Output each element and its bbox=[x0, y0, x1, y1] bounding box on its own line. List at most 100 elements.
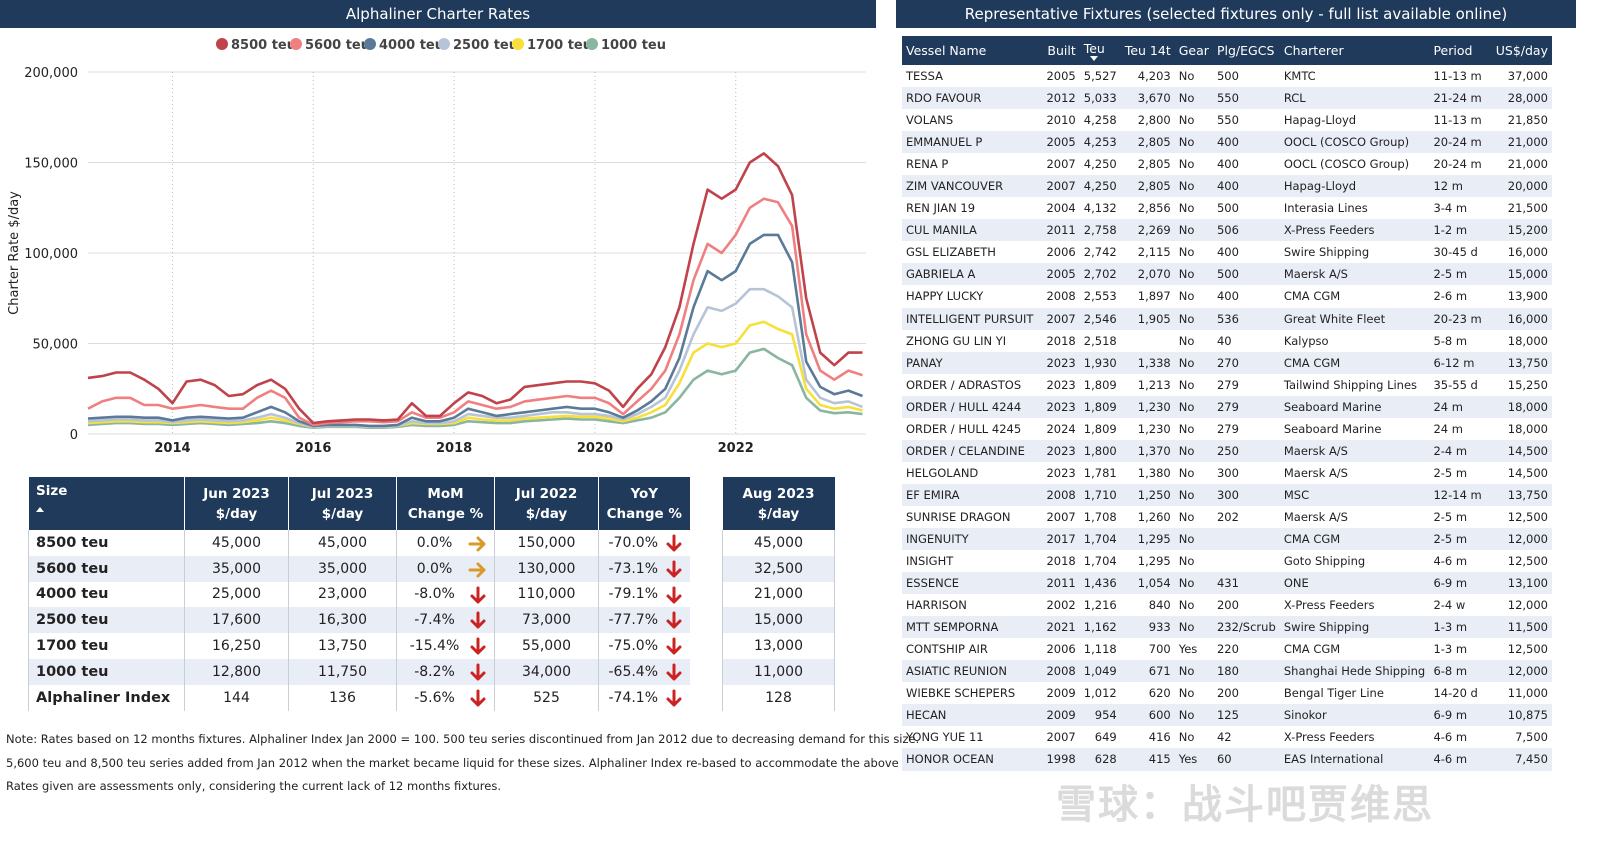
fixture-cell-us-day: 12,000 bbox=[1507, 598, 1548, 613]
arrow-down-icon bbox=[666, 637, 681, 655]
fixture-cell-teu: 2,518 bbox=[1083, 333, 1117, 348]
fixture-cell-period: 35-55 d bbox=[1433, 377, 1478, 392]
fixture-cell-plg-egcs: 125 bbox=[1212, 704, 1280, 727]
fixture-cell-us-day: 12,000 bbox=[1491, 527, 1552, 551]
fixture-cell-teu-14t: 416 bbox=[1148, 730, 1171, 745]
fixture-cell-gear: No bbox=[1178, 69, 1195, 84]
fixture-cell-period: 14-20 d bbox=[1433, 686, 1478, 701]
change-value: -65.4% bbox=[608, 663, 659, 680]
fixture-cell-plg-egcs: 180 bbox=[1212, 660, 1280, 683]
fixture-cell-us-day: 13,750 bbox=[1491, 351, 1552, 374]
change-value: -7.4% bbox=[414, 612, 455, 629]
size-cell: 5600 teu bbox=[28, 555, 185, 582]
rates-table: Size Jun 2023 $/day Jul 2023 $/day MoM Chan… bbox=[28, 477, 690, 711]
fixture-header-charterer[interactable]: Charterer bbox=[1279, 36, 1430, 65]
fixture-cell-us-day: 21,850 bbox=[1507, 113, 1548, 128]
aug-row: 15,000 bbox=[722, 607, 835, 634]
fixture-cell-charterer: Swire Shipping bbox=[1279, 616, 1430, 639]
fixture-cell-charterer: Maersk A/S bbox=[1279, 263, 1430, 286]
fixture-header-teu-14t[interactable]: Teu 14t bbox=[1120, 36, 1175, 65]
fixture-cell-vessel-name: HARRISON bbox=[906, 598, 967, 613]
change-value: -15.4% bbox=[409, 638, 460, 655]
size-cell: 1700 teu bbox=[28, 633, 185, 659]
series-line-8500-teu bbox=[87, 152, 863, 425]
fixture-cell-vessel-name: MTT SEMPORNA bbox=[902, 616, 1038, 639]
fixture-row: SUNRISE DRAGON 2007 1,708 1,260 No 202 Maersk … bbox=[902, 506, 1552, 528]
size-header[interactable]: Size bbox=[28, 477, 185, 530]
arrow-right-icon bbox=[468, 536, 486, 552]
rates-row: 8500 teu 45,000 45,000 0.0% 150,000 -70.0% bbox=[28, 530, 690, 556]
fixture-cell-teu: 2,702 bbox=[1079, 263, 1121, 286]
fixture-cell-us-day: 16,000 bbox=[1491, 307, 1552, 330]
fixture-cell-plg-egcs: 550 bbox=[1216, 113, 1239, 128]
fixture-cell-gear: No bbox=[1174, 616, 1213, 639]
fixture-header-gear[interactable]: Gear bbox=[1174, 36, 1213, 65]
fixture-cell-teu-14t: 600 bbox=[1120, 704, 1175, 727]
aug-row: 45,000 bbox=[722, 530, 835, 556]
fixture-cell-charterer: CMA CGM bbox=[1283, 289, 1341, 304]
fixture-cell-us-day: 14,500 bbox=[1491, 439, 1552, 462]
fixture-cell-gear: No bbox=[1178, 686, 1195, 701]
fixture-cell-period: 1-3 m bbox=[1433, 642, 1468, 657]
fixture-cell-plg-egcs: 400 bbox=[1212, 131, 1280, 154]
fixture-cell-period: 12-14 m bbox=[1429, 483, 1492, 506]
jun-cell: 12,800 bbox=[184, 658, 289, 685]
fixture-cell-teu: 4,132 bbox=[1083, 201, 1117, 216]
fixture-row: INGENUITY 2017 1,704 1,295 No CMA CGM 2-5 m 12,… bbox=[902, 527, 1552, 551]
fixture-cell-vessel-name: HONOR OCEAN bbox=[902, 748, 1038, 771]
fixture-cell-vessel-name: ZIM VANCOUVER bbox=[902, 175, 1038, 198]
fixture-header-us-day[interactable]: US$/day bbox=[1491, 36, 1552, 65]
fixture-cell-us-day: 11,000 bbox=[1507, 686, 1548, 701]
fixture-cell-charterer: X-Press Feeders bbox=[1279, 219, 1430, 242]
fixture-cell-teu-14t: 3,670 bbox=[1120, 87, 1175, 110]
fixture-header-built[interactable]: Built bbox=[1037, 36, 1080, 65]
fixture-cell-gear: No bbox=[1174, 527, 1213, 551]
jul22-cell: 130,000 bbox=[494, 555, 599, 582]
fixture-cell-vessel-name: ORDER / HULL 4245 bbox=[906, 421, 1022, 436]
fixture-cell-charterer: Interasia Lines bbox=[1283, 201, 1368, 216]
rates-row: 1000 teu 12,800 11,750 -8.2% 34,000 -65.4% bbox=[28, 658, 690, 685]
fixture-cell-plg-egcs: 400 bbox=[1216, 289, 1239, 304]
fixture-row: WIEBKE SCHEPERS 2009 1,012 620 No 200 Bengal T… bbox=[902, 682, 1552, 704]
fixture-cell-built: 2004 bbox=[1046, 201, 1076, 216]
fixture-cell-teu-14t: 840 bbox=[1148, 598, 1171, 613]
fixture-cell-teu-14t: 1,054 bbox=[1120, 572, 1175, 595]
fixture-cell-teu-14t: 2,269 bbox=[1120, 219, 1175, 242]
fixture-cell-teu: 1,216 bbox=[1083, 598, 1117, 613]
arrow-down-icon bbox=[666, 689, 681, 707]
change-value: -79.1% bbox=[608, 586, 659, 603]
fixture-cell-built: 2008 bbox=[1037, 660, 1080, 683]
fixture-cell-plg-egcs: 550 bbox=[1212, 87, 1280, 110]
fixture-cell-charterer: RCL bbox=[1279, 87, 1430, 110]
fixture-cell-charterer: Tailwind Shipping Lines bbox=[1283, 377, 1418, 392]
rates-row: 1700 teu 16,250 13,750 -15.4% 55,000 -75.0% bbox=[28, 633, 690, 659]
fixture-cell-period: 20-24 m bbox=[1433, 157, 1482, 172]
fixture-row: RENA P 2007 4,250 2,805 No 400 OOCL (COSCO Gro… bbox=[902, 153, 1552, 175]
arrow-down-icon bbox=[666, 586, 681, 604]
fixture-cell-built: 2009 bbox=[1046, 686, 1076, 701]
fixture-cell-charterer: CMA CGM bbox=[1279, 351, 1430, 374]
fixture-header-plg-egcs[interactable]: Plg/EGCS bbox=[1212, 36, 1280, 65]
fixture-header-teu[interactable]: Teu bbox=[1079, 36, 1121, 65]
fixture-cell-us-day: 11,500 bbox=[1491, 616, 1552, 639]
fixture-cell-built: 2023 bbox=[1037, 395, 1080, 418]
fixture-cell-plg-egcs: 279 bbox=[1212, 395, 1280, 418]
legend-label: 4000 teu bbox=[379, 38, 444, 53]
fixture-cell-teu-14t: 1,213 bbox=[1137, 377, 1171, 392]
legend-marker bbox=[364, 38, 376, 50]
fixture-cell-period: 24 m bbox=[1429, 395, 1492, 418]
rates-row: 5600 teu 35,000 35,000 0.0% 130,000 -73.1% bbox=[28, 555, 690, 582]
aug-row: 32,500 bbox=[722, 555, 835, 582]
fixture-cell-vessel-name: INTELLIGENT PURSUIT bbox=[902, 307, 1038, 330]
footnote: Note: Rates based on 12 months fixtures.… bbox=[6, 728, 951, 799]
sort-up-icon bbox=[36, 507, 44, 512]
fixture-cell-teu: 2,742 bbox=[1083, 245, 1117, 260]
jun-cell: 35,000 bbox=[184, 555, 289, 582]
fixture-header-vessel-name[interactable]: Vessel Name bbox=[902, 36, 1038, 65]
aug-cell: 128 bbox=[722, 684, 835, 711]
fixture-header-period[interactable]: Period bbox=[1429, 36, 1492, 65]
aug-row: 13,000 bbox=[722, 633, 835, 659]
fixture-cell-plg-egcs: 232/Scrub bbox=[1212, 616, 1280, 639]
fixture-cell-charterer: Goto Shipping bbox=[1283, 554, 1366, 569]
